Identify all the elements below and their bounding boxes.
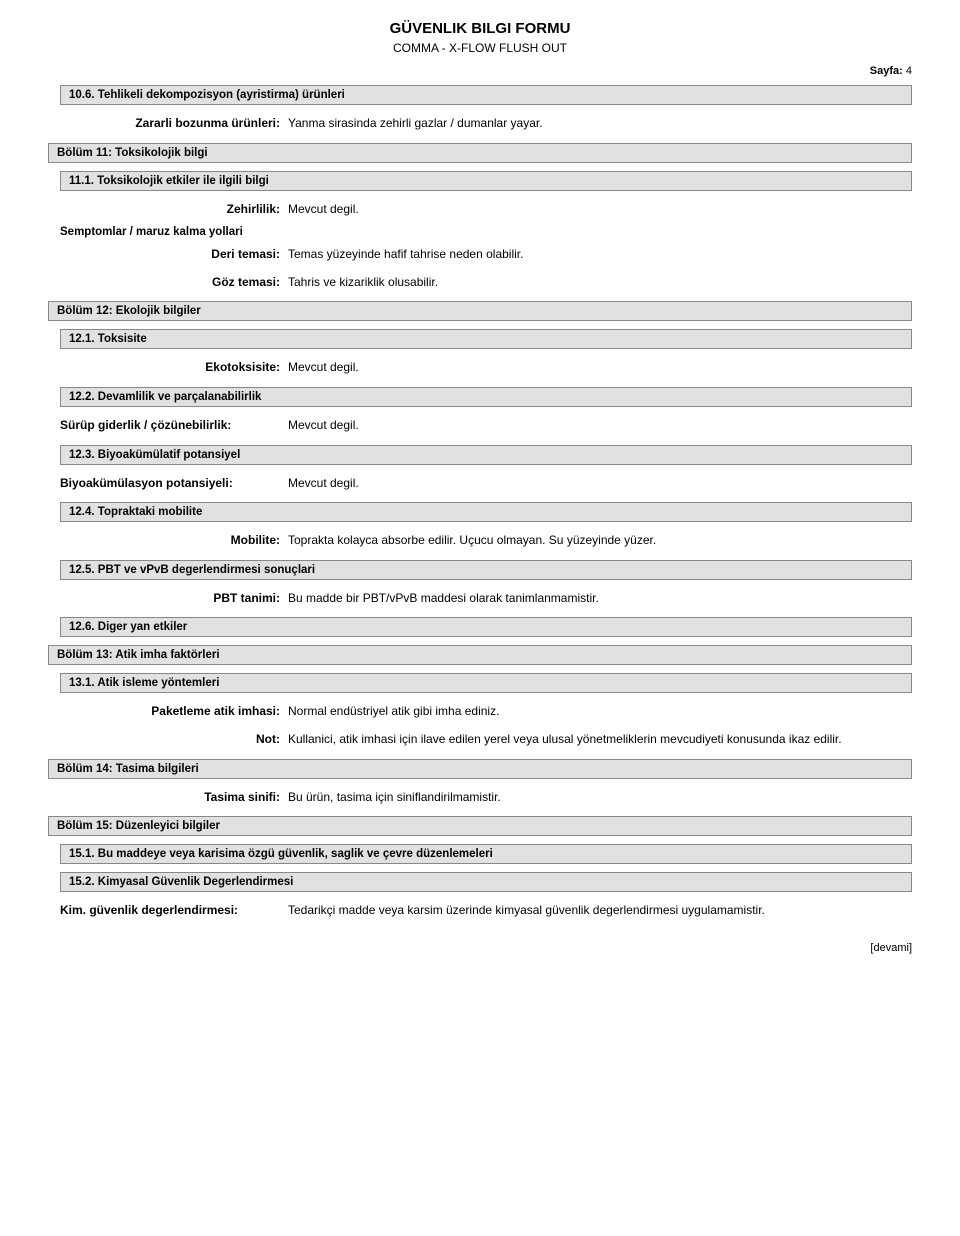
footer-continued: [devami] (48, 942, 912, 954)
row-transport-class: Tasima sinifi:Bu ürün, tasima için sinif… (88, 787, 912, 809)
value: Normal endüstriyel atik gibi imha ediniz… (288, 701, 912, 723)
heading-12-1: 12.1. Toksisite (60, 329, 912, 349)
sub-heading-symptoms: Semptomlar / maruz kalma yollari (60, 226, 912, 238)
heading-10-6: 10.6. Tehlikeli dekompozisyon (ayristirm… (60, 85, 912, 105)
page-value: 4 (906, 65, 912, 77)
label: Zararli bozunma ürünleri: (88, 113, 288, 135)
heading-12-2: 12.2. Devamlilik ve parçalanabilirlik (60, 387, 912, 407)
label: Paketleme atik imhasi: (88, 701, 288, 723)
row-skin-contact: Deri temasi:Temas yüzeyinde hafif tahris… (88, 244, 912, 266)
row-chem-safety: Kim. güvenlik degerlendirmesi:Tedarikçi … (60, 900, 912, 922)
value: Temas yüzeyinde hafif tahrise neden olab… (288, 244, 912, 266)
doc-subtitle: COMMA - X-FLOW FLUSH OUT (48, 41, 912, 55)
heading-15-2: 15.2. Kimyasal Güvenlik Degerlendirmesi (60, 872, 912, 892)
heading-section-13: Bölüm 13: Atik imha faktörleri (48, 645, 912, 665)
label: Ekotoksisite: (88, 357, 288, 379)
row-eye-contact: Göz temasi:Tahris ve kizariklik olusabil… (88, 272, 912, 294)
heading-section-11: Bölüm 11: Toksikolojik bilgi (48, 143, 912, 163)
heading-12-6: 12.6. Diger yan etkiler (60, 617, 912, 637)
value: Tahris ve kizariklik olusabilir. (288, 272, 912, 294)
label: Sürüp giderlik / çözünebilirlik: (60, 415, 288, 437)
label: Mobilite: (88, 530, 288, 552)
label: Not: (88, 729, 288, 751)
value: Bu madde bir PBT/vPvB maddesi olarak tan… (288, 588, 912, 610)
value: Mevcut degil. (288, 199, 912, 221)
heading-section-14: Bölüm 14: Tasima bilgileri (48, 759, 912, 779)
row-note: Not:Kullanici, atik imhasi için ilave ed… (88, 729, 912, 751)
row-bioaccumulation: Biyoakümülasyon potansiyeli:Mevcut degil… (60, 473, 912, 495)
row-persistence: Sürüp giderlik / çözünebilirlik:Mevcut d… (60, 415, 912, 437)
row-packaging-disposal: Paketleme atik imhasi:Normal endüstriyel… (88, 701, 912, 723)
label: Kim. güvenlik degerlendirmesi: (60, 900, 288, 922)
row-mobility: Mobilite:Toprakta kolayca absorbe edilir… (88, 530, 912, 552)
label: Göz temasi: (88, 272, 288, 294)
page-label: Sayfa: (870, 65, 903, 77)
row-hazardous-decomp: Zararli bozunma ürünleri:Yanma sirasinda… (88, 113, 912, 135)
value: Tedarikçi madde veya karsim üzerinde kim… (288, 900, 912, 922)
label: PBT tanimi: (88, 588, 288, 610)
label: Deri temasi: (88, 244, 288, 266)
value: Yanma sirasinda zehirli gazlar / dumanla… (288, 113, 912, 135)
value: Toprakta kolayca absorbe edilir. Uçucu o… (288, 530, 912, 552)
heading-11-1: 11.1. Toksikolojik etkiler ile ilgili bi… (60, 171, 912, 191)
label: Tasima sinifi: (88, 787, 288, 809)
doc-title: GÜVENLIK BILGI FORMU (48, 20, 912, 37)
value: Mevcut degil. (288, 357, 912, 379)
heading-section-12: Bölüm 12: Ekolojik bilgiler (48, 301, 912, 321)
label: Zehirlilik: (88, 199, 288, 221)
value: Mevcut degil. (288, 473, 912, 495)
value: Kullanici, atik imhasi için ilave edilen… (288, 729, 912, 751)
row-toxicity: Zehirlilik:Mevcut degil. (88, 199, 912, 221)
heading-12-4: 12.4. Topraktaki mobilite (60, 502, 912, 522)
row-ecotoxicity: Ekotoksisite:Mevcut degil. (88, 357, 912, 379)
heading-12-5: 12.5. PBT ve vPvB degerlendirmesi sonuçl… (60, 560, 912, 580)
heading-12-3: 12.3. Biyoakümülatif potansiyel (60, 445, 912, 465)
page-number: Sayfa: 4 (48, 65, 912, 77)
value: Bu ürün, tasima için siniflandirilmamist… (288, 787, 912, 809)
row-pbt: PBT tanimi:Bu madde bir PBT/vPvB maddesi… (88, 588, 912, 610)
heading-15-1: 15.1. Bu maddeye veya karisima özgü güve… (60, 844, 912, 864)
value: Mevcut degil. (288, 415, 912, 437)
heading-section-15: Bölüm 15: Düzenleyici bilgiler (48, 816, 912, 836)
heading-13-1: 13.1. Atik isleme yöntemleri (60, 673, 912, 693)
label: Biyoakümülasyon potansiyeli: (60, 473, 288, 495)
